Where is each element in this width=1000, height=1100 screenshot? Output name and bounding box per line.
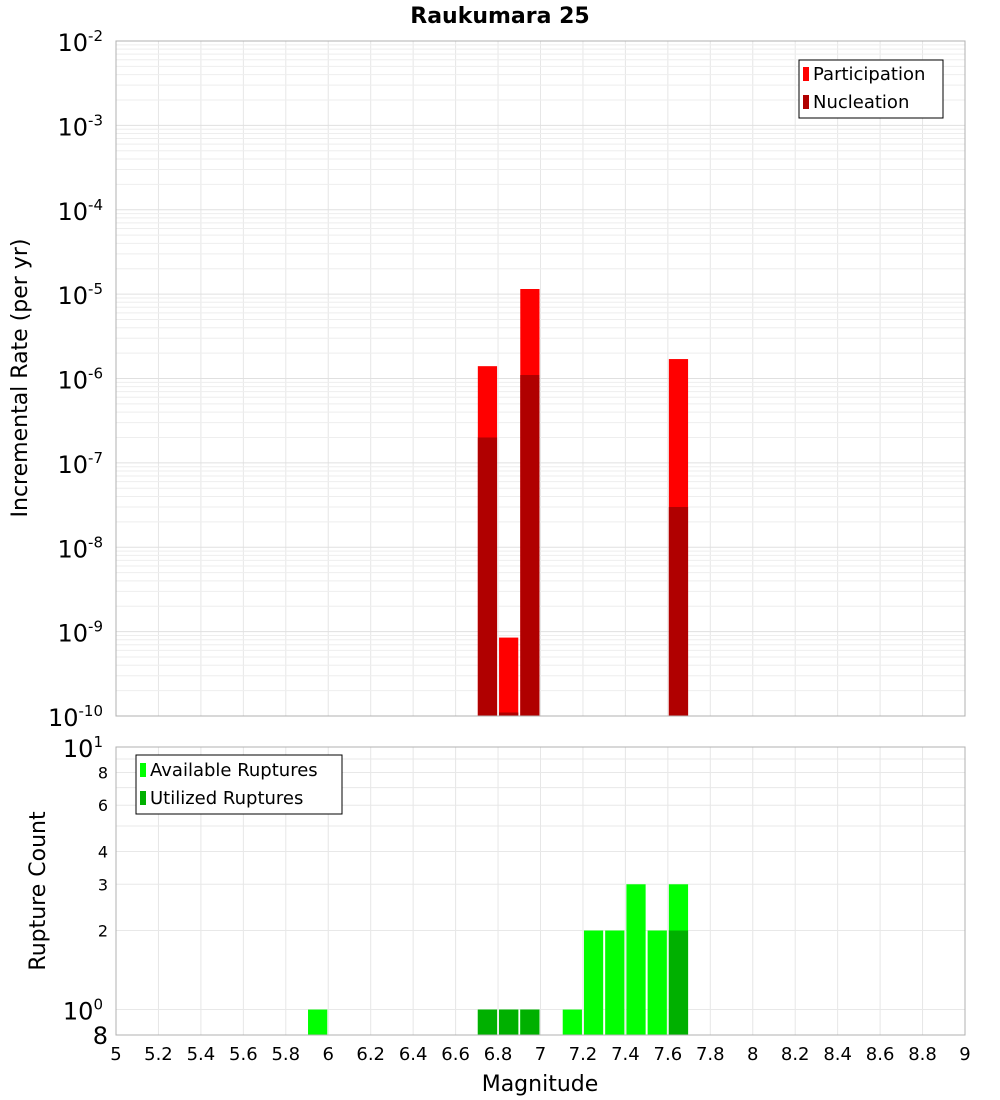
rate-y-tick-label: 10-8 <box>57 533 103 563</box>
rate-legend: Participation Nucleation <box>798 59 944 119</box>
count-bar-s0-p8 <box>647 930 667 1035</box>
legend-swatch-utilized <box>140 791 146 805</box>
rate-plot-border <box>115 40 966 717</box>
count-bar-s1-p1 <box>499 1009 519 1035</box>
rate-bar-s1-p1 <box>499 712 519 716</box>
count-y-tick-label: 6 <box>98 796 108 815</box>
count-y-tick-label: 2 <box>98 922 108 941</box>
count-y-tick-label: 3 <box>98 875 108 894</box>
rate-bars <box>477 289 689 716</box>
count-y-tick-label: 4 <box>98 842 108 861</box>
chart-title: Raukumara 25 <box>410 4 589 29</box>
x-tick-label: 6.8 <box>484 1044 513 1065</box>
x-tick-label: 6.6 <box>441 1044 470 1065</box>
x-axis-label: Magnitude <box>482 1072 599 1097</box>
x-tick-label: 7.4 <box>611 1044 640 1065</box>
magnitude-x-tick-labels: 5 5.2 5.4 5.6 5.8 6 6.2 6.4 6.6 6.8 7 7.2 7.4 7.6 7.8 8… <box>110 1044 970 1065</box>
count-gridlines <box>115 747 966 1035</box>
count-bar-s0-p6 <box>605 930 625 1035</box>
count-bar-s0-p4 <box>562 1009 582 1035</box>
legend-swatch-participation <box>803 67 809 81</box>
count-y-tick-label: 8 <box>93 1022 108 1050</box>
count-y-tick-label: 100 <box>63 996 103 1026</box>
x-tick-label: 5 <box>110 1044 121 1065</box>
legend-label-nucleation: Nucleation <box>813 92 909 113</box>
legend-label-utilized: Utilized Ruptures <box>150 788 303 809</box>
rate-y-tick-label: 10-10 <box>48 702 103 732</box>
rate-y-tick-label: 10-2 <box>57 27 103 57</box>
rate-legend-box <box>798 59 944 119</box>
rate-y-tick-label: 10-9 <box>57 618 103 648</box>
x-tick-label: 5.8 <box>271 1044 300 1065</box>
x-tick-label: 5.4 <box>187 1044 216 1065</box>
x-tick-label: 7.8 <box>696 1044 725 1065</box>
rate-y-tick-label: 10-7 <box>57 449 103 479</box>
rate-gridlines <box>115 41 966 717</box>
x-tick-label: 8.6 <box>866 1044 895 1065</box>
x-tick-label: 6.4 <box>399 1044 428 1065</box>
rate-bar-s1-p3 <box>668 506 689 716</box>
count-y-axis-label: Rupture Count <box>26 811 51 971</box>
count-y-tick-label: 101 <box>63 733 103 763</box>
count-bar-s0-p5 <box>583 930 604 1035</box>
x-tick-label: 7.2 <box>569 1044 598 1065</box>
count-plot-border <box>115 746 966 1036</box>
count-bars <box>308 884 689 1035</box>
x-tick-label: 6 <box>323 1044 334 1065</box>
rate-bar-s1-p0 <box>477 437 498 716</box>
x-tick-label: 8 <box>747 1044 758 1065</box>
x-tick-label: 8.2 <box>781 1044 810 1065</box>
x-tick-label: 5.6 <box>229 1044 258 1065</box>
x-tick-label: 8.8 <box>908 1044 937 1065</box>
rate-panel: 10-10 10-9 10-8 10-7 10-6 10-5 10-4 10-3 10-2 In… <box>8 27 966 732</box>
x-tick-label: 9 <box>959 1044 970 1065</box>
count-y-tick-label: 8 <box>98 763 108 782</box>
x-tick-label: 7 <box>535 1044 546 1065</box>
rate-y-tick-label: 10-6 <box>57 365 103 395</box>
count-bar-s1-p0 <box>477 1009 498 1035</box>
x-tick-label: 8.4 <box>823 1044 852 1065</box>
rate-bar-s0-p1 <box>499 637 519 716</box>
rate-y-tick-label: 10-4 <box>57 196 103 226</box>
x-tick-label: 7.6 <box>654 1044 683 1065</box>
x-tick-label: 5.2 <box>144 1044 173 1065</box>
count-legend: Available Ruptures Utilized Ruptures <box>135 754 343 815</box>
rate-y-tick-label: 10-3 <box>57 111 103 141</box>
count-bar-s0-p7 <box>626 884 646 1035</box>
count-bar-s0-p0 <box>308 1009 328 1035</box>
rate-y-tick-labels: 10-10 10-9 10-8 10-7 10-6 10-5 10-4 10-3 10-2 <box>48 27 103 732</box>
count-bar-s1-p2 <box>520 1009 540 1035</box>
legend-swatch-nucleation <box>803 95 809 109</box>
rate-bar-s1-p2 <box>520 375 540 716</box>
rate-y-tick-label: 10-5 <box>57 280 103 310</box>
legend-label-participation: Participation <box>813 64 925 85</box>
rate-y-axis-label: Incremental Rate (per yr) <box>8 239 33 518</box>
count-legend-box <box>135 754 343 815</box>
legend-swatch-available <box>140 763 146 777</box>
legend-label-available: Available Ruptures <box>150 760 318 781</box>
count-bar-s1-p3 <box>668 930 689 1035</box>
x-tick-label: 6.2 <box>356 1044 385 1065</box>
